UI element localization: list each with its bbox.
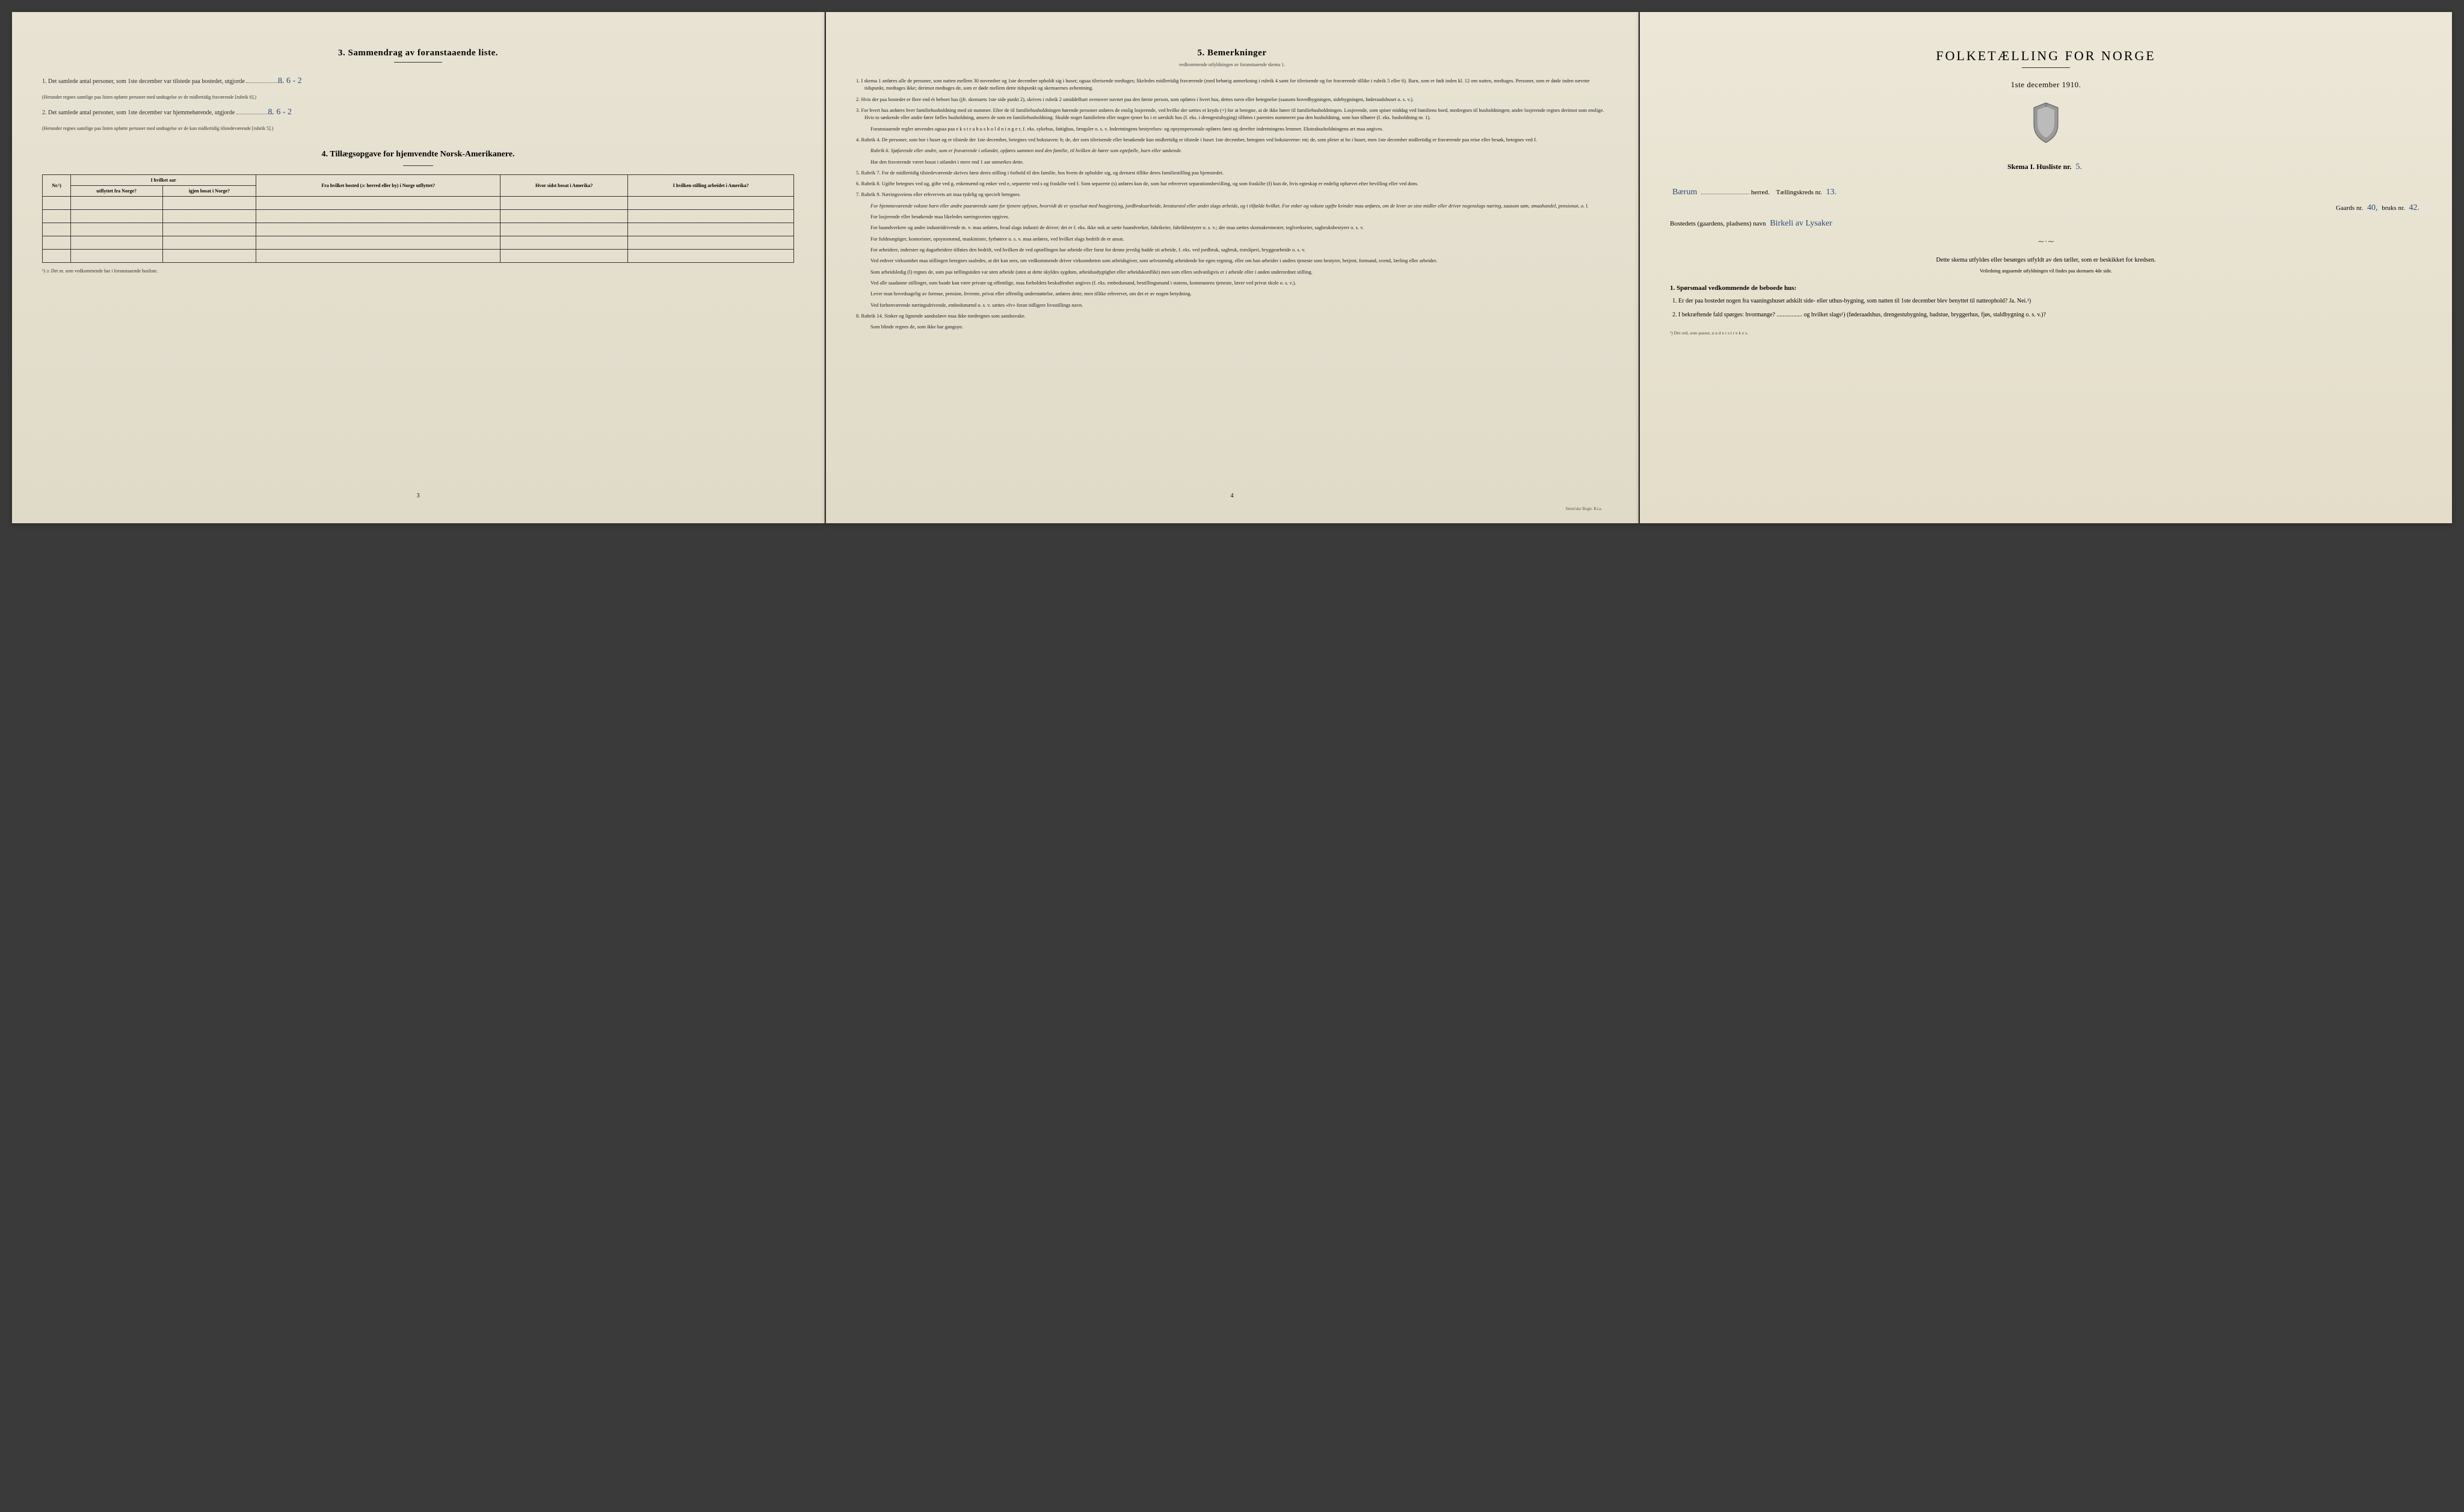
remark-4: 4. Rubrik 4. De personer, som bor i huse…	[856, 136, 1608, 143]
remark-7k: Ved forhenværende næringsdrivende, embed…	[856, 301, 1608, 309]
table-row	[43, 210, 794, 223]
remark-6: 6. Rubrik 8. Ugifte betegnes ved ug, gif…	[856, 180, 1608, 187]
gaards-value: 40,	[2365, 203, 2380, 213]
table-row	[43, 236, 794, 250]
section3-heading: 3. Sammendrag av foranstaaende liste.	[42, 48, 794, 58]
hjemmehorende-value: 8. 6 - 2	[274, 106, 294, 119]
remark-7g: Ved enhver virksomhet maa stillingen bet…	[856, 257, 1608, 264]
section5-subtitle: vedkommende utfyldningen av foranstaaend…	[856, 62, 1608, 67]
remark-2: 2. Hvis der paa bostedet er flere end ét…	[856, 96, 1608, 103]
printer-imprint: Steen'ske Bogtr. Kr.a.	[1565, 506, 1602, 511]
col-utflyttet: utflyttet fra Norge?	[70, 186, 162, 197]
remark-1: 1. I skema 1 anføres alle de personer, s…	[856, 77, 1608, 92]
ornament-icon: ∼·∼	[1670, 237, 2422, 247]
page-number: 3	[12, 493, 824, 499]
page-4: 5. Bemerkninger vedkommende utfyldningen…	[826, 12, 1639, 523]
remark-7f: For arbeidere, inderster og dagarbeidere…	[856, 246, 1608, 253]
col-hvor-sidst: Hvor sidst bosat i Amerika?	[500, 175, 628, 197]
col-fra-bosted: Fra hvilket bosted (ɔ: herred eller by) …	[256, 175, 500, 197]
remark-7d: For haandverkere og andre industridriven…	[856, 224, 1608, 231]
census-title: FOLKETÆLLING FOR NORGE	[1670, 48, 2422, 64]
page-cover: FOLKETÆLLING FOR NORGE 1ste december 191…	[1640, 12, 2452, 523]
herred-line: Bærum herred. Tællingskreds nr. 13.	[1670, 188, 2422, 197]
remark-7h: Som arbeidsledig (l) regnes de, som paa …	[856, 268, 1608, 275]
table-row	[43, 223, 794, 236]
page-3: 3. Sammendrag av foranstaaende liste. 1.…	[12, 12, 825, 523]
census-date: 1ste december 1910.	[1670, 80, 2422, 90]
tkreds-value: 13.	[1824, 188, 1840, 197]
cover-footnote: ¹) Det ord, som passer, u n d e r s t r …	[1670, 330, 2422, 336]
question-1: 1. Er der paa bostedet nogen fra vaaning…	[1670, 297, 2422, 306]
questions-heading: 1. Spørsmaal vedkommende de beboede hus:	[1670, 284, 2422, 292]
gaards-line: Gaards nr. 40, bruks nr. 42.	[1670, 203, 2422, 213]
heading-rule	[403, 165, 433, 166]
remark-7b: For hjemmeværende voksne barn eller andr…	[856, 202, 1608, 209]
bosted-value: Birkeli av Lysaker	[1767, 219, 1834, 229]
bosted-line: Bostedets (gaardens, pladsens) navn Birk…	[1670, 219, 2422, 229]
heading-rule	[394, 62, 442, 63]
table-row	[43, 250, 794, 263]
col-igjen-bosat: igjen bosat i Norge?	[162, 186, 256, 197]
remark-5: 5. Rubrik 7. For de midlertidig tilstede…	[856, 169, 1608, 176]
remarks-body: 1. I skema 1 anføres alle de personer, s…	[856, 77, 1608, 331]
remark-7i: Ved alle saadanne stillinger, som baade …	[856, 279, 1608, 286]
section4-heading: 4. Tillægsopgave for hjemvendte Norsk-Am…	[42, 150, 794, 159]
coat-of-arms-icon	[1670, 102, 2422, 147]
instruction-2: Veiledning angaaende utfyldningen vil fi…	[1670, 268, 2422, 274]
skema-line: Skema I. Husliste nr. 5.	[1670, 162, 2422, 172]
table-row	[43, 197, 794, 210]
section5-heading: 5. Bemerkninger	[856, 48, 1608, 58]
remark-3: 3. For hvert hus anføres hver familiehus…	[856, 106, 1608, 121]
question-2: 2. I bekræftende fald spørges: hvormange…	[1670, 310, 2422, 319]
remark-4b: Rubrik 6. Sjøfarende eller andre, som er…	[856, 147, 1608, 154]
summary-item-2: 2. Det samlede antal personer, som 1ste …	[42, 106, 794, 119]
remark-4c: Har den fraværende været bosat i utlande…	[856, 158, 1608, 165]
husliste-nr: 5.	[2074, 162, 2085, 172]
col-year-group: I hvilket aar	[70, 175, 256, 186]
remark-7c: For losjerende eller besøkende maa likel…	[856, 213, 1608, 220]
col-stilling: I hvilken stilling arbeidet i Amerika?	[628, 175, 794, 197]
col-nr: Nr.¹)	[43, 175, 71, 197]
returnees-table: Nr.¹) I hvilket aar Fra hvilket bosted (…	[42, 174, 794, 263]
remark-3b: Foranstaaende regler anvendes ogsaa paa …	[856, 125, 1608, 132]
document-spread: 3. Sammendrag av foranstaaende liste. 1.…	[12, 12, 2452, 523]
summary-item-1-note: (Herunder regnes samtlige paa listen opf…	[42, 94, 794, 100]
bruks-value: 42.	[2407, 203, 2422, 213]
instruction-1: Dette skema utfyldes eller besørges utfy…	[1670, 256, 2422, 266]
remark-8: 8. Rubrik 14. Sinker og lignende aandssl…	[856, 312, 1608, 319]
herred-value: Bærum	[1670, 188, 1699, 197]
questions-section: 1. Spørsmaal vedkommende de beboede hus:…	[1670, 284, 2422, 319]
page-number: 4	[826, 493, 1638, 499]
table-footnote: ¹) ɔ: Det nr. som vedkommende har i fora…	[42, 268, 794, 274]
tilstede-value: 8. 6 - 2	[284, 75, 304, 88]
remark-7: 7. Rubrik 9. Næringsveiens eller erhverv…	[856, 191, 1608, 198]
remark-7e: For fuldmægtiger, kontorister, opsynsmæn…	[856, 235, 1608, 242]
remark-7j: Lever man hovedsagelig av formue, pensio…	[856, 290, 1608, 297]
title-rule	[2022, 67, 2070, 68]
summary-item-1: 1. Det samlede antal personer, som 1ste …	[42, 75, 794, 88]
remark-8b: Som blinde regnes de, som ikke har gangs…	[856, 323, 1608, 330]
summary-item-2-note: (Herunder regnes samtlige paa listen opf…	[42, 125, 794, 132]
